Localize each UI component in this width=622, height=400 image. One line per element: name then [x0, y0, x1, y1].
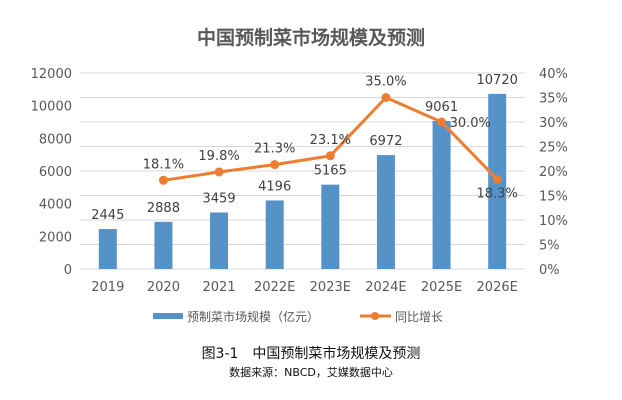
left-tick-label: 6000 — [39, 165, 72, 180]
bar — [210, 212, 229, 269]
right-tick-label: 20% — [539, 165, 568, 180]
line-point — [270, 160, 280, 170]
bar-data-label: 6972 — [369, 134, 402, 149]
line-point — [437, 117, 447, 127]
source-note: 数据来源：NBCD，艾媒数据中心 — [229, 366, 393, 379]
line-data-label: 30.0% — [450, 116, 491, 131]
line-point — [158, 175, 168, 185]
x-tick-label: 2019 — [91, 280, 124, 295]
legend-line-label: 同比增长 — [395, 310, 443, 324]
line-data-label: 18.3% — [477, 186, 518, 201]
bar — [98, 229, 117, 269]
bar-data-label: 9061 — [425, 100, 458, 115]
bar — [321, 184, 340, 269]
right-tick-label: 30% — [539, 116, 568, 131]
bar — [154, 221, 173, 269]
chart-title: 中国预制菜市场规模及预测 — [197, 26, 425, 49]
left-tick-label: 12000 — [31, 67, 72, 82]
bar-data-label: 10720 — [477, 73, 518, 88]
right-tick-label: 5% — [539, 239, 560, 254]
right-tick-label: 25% — [539, 141, 568, 156]
right-tick-label: 15% — [539, 190, 568, 205]
line-data-label: 21.3% — [254, 142, 295, 157]
bar-data-label: 2888 — [147, 201, 180, 216]
x-tick-label: 2021 — [203, 280, 236, 295]
line-point — [381, 93, 391, 102]
left-tick-label: 4000 — [39, 198, 72, 213]
line-data-label: 23.1% — [310, 133, 351, 148]
line-point — [325, 151, 335, 161]
left-tick-label: 0 — [64, 263, 72, 278]
x-tick-label: 2022E — [254, 280, 295, 295]
bar — [432, 121, 451, 270]
x-tick-label: 2026E — [477, 280, 518, 295]
bar-data-label: 2445 — [91, 208, 124, 223]
figure-caption: 图3-1 中国预制菜市场规模及预测 — [201, 346, 421, 362]
line-point — [214, 167, 224, 177]
bar — [376, 155, 395, 269]
chart: 中国预制菜市场规模及预测 0% 5% 10% 15% 20% 25% 30% 35% 40% 0 2… — [31, 26, 568, 324]
line-data-label: 18.1% — [143, 157, 184, 172]
line-point — [492, 174, 502, 184]
bar — [265, 200, 284, 269]
x-tick-label: 2023E — [310, 280, 351, 295]
legend-line-marker — [371, 312, 379, 320]
bar-data-label: 5165 — [314, 164, 347, 179]
bar-data-label: 3459 — [203, 192, 236, 207]
legend-bar-swatch — [153, 313, 183, 319]
bar-data-label: 4196 — [258, 179, 291, 194]
legend-bar-label: 预制菜市场规模（亿元） — [187, 309, 319, 324]
left-tick-label: 10000 — [31, 100, 72, 115]
line-data-label: 19.8% — [198, 149, 239, 164]
line-data-label: 35.0% — [365, 75, 406, 90]
right-tick-label: 10% — [539, 214, 568, 229]
right-tick-label: 0% — [539, 263, 560, 278]
left-tick-label: 2000 — [39, 230, 72, 245]
x-tick-label: 2025E — [421, 280, 462, 295]
left-tick-label: 8000 — [39, 132, 72, 147]
x-tick-label: 2020 — [147, 280, 180, 295]
right-tick-label: 35% — [539, 92, 568, 107]
x-tick-label: 2024E — [365, 280, 406, 295]
right-tick-label: 40% — [539, 67, 568, 82]
